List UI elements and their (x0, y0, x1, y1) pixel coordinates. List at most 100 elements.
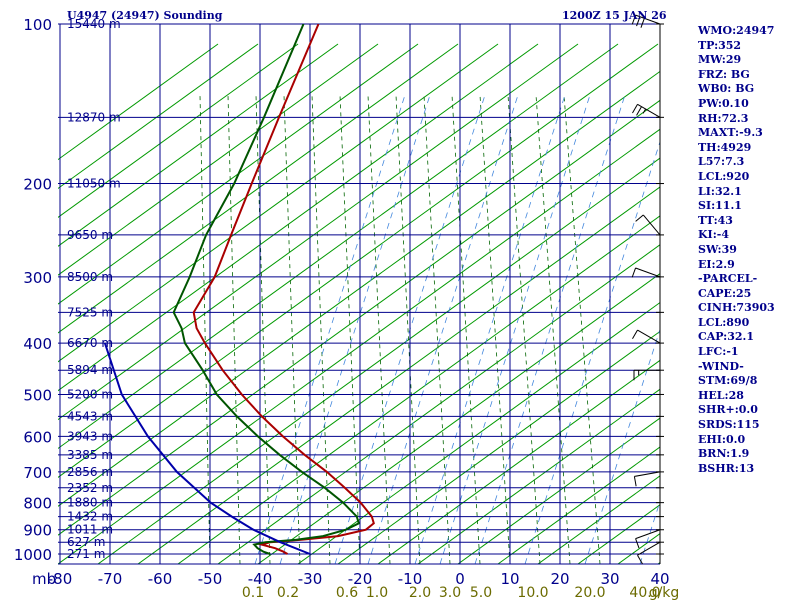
index-line: PW:0.10 (698, 96, 749, 110)
index-line: KI:-4 (698, 228, 729, 242)
dry-adiabat (457, 417, 660, 564)
wind-barb-flag (636, 16, 641, 27)
temperature-tick-label: -70 (98, 570, 123, 588)
wind-barb (632, 329, 661, 344)
dry-adiabat (257, 273, 660, 564)
chart-title: U4947 (24947) Sounding (67, 9, 223, 22)
pressure-tick-label: 1000 (14, 546, 52, 564)
moist-adiabat (283, 94, 301, 564)
moist-adiabat (563, 94, 601, 564)
index-line: TT:43 (698, 213, 733, 227)
index-line: CAPE:25 (698, 286, 752, 300)
moist-adiabat (507, 94, 541, 564)
height-label: 5200 m (67, 387, 113, 401)
mixing-ratio-line (524, 140, 660, 564)
temperature-tick-label: -80 (48, 570, 73, 588)
height-label: 8500 m (67, 270, 113, 284)
moist-adiabat (479, 94, 511, 564)
index-line: -WIND- (698, 359, 744, 373)
mixing-ratio-label: 2.0 (409, 585, 431, 600)
wind-barb (633, 471, 661, 487)
mixing-ratio-line (279, 94, 431, 564)
mixing-ratio-unit-label: g/kg (649, 585, 680, 600)
dry-adiabat (377, 359, 660, 564)
mixing-ratio-label: 0.6 (336, 585, 358, 600)
index-line: SHR+:0.0 (698, 403, 758, 417)
height-label: 4543 m (67, 409, 113, 423)
height-label: 3385 m (67, 448, 113, 462)
index-line: LFC:-1 (698, 345, 739, 359)
dry-adiabat (58, 128, 660, 564)
sounding-traces (103, 24, 375, 555)
wind-barb (637, 541, 661, 565)
height-label: 11050 m (67, 177, 121, 191)
wind-barb-flag (640, 18, 645, 28)
index-line: SW:39 (698, 242, 737, 256)
index-line: L57:7.3 (698, 155, 745, 169)
pressure-tick-label: 300 (23, 269, 52, 287)
height-label: 627 m (67, 535, 105, 549)
dry-adiabat (417, 388, 660, 564)
wind-barb-flag (633, 476, 637, 487)
wind-barb (632, 103, 661, 118)
height-label: 2352 m (67, 481, 113, 495)
mixing-ratio-line (474, 94, 626, 564)
dry-adiabats (58, 43, 660, 564)
temperature-tick-label: 0 (455, 570, 465, 588)
height-label: 6670 m (67, 336, 113, 350)
index-line: LCL:890 (698, 315, 750, 329)
dry-adiabat (497, 446, 660, 564)
dry-adiabat (58, 43, 219, 161)
mixing-ratio-line (367, 94, 519, 564)
moist-adiabat (311, 94, 331, 564)
moist-adiabat (395, 94, 421, 564)
wind-barbs (631, 14, 664, 565)
wind-barb-flag (631, 267, 637, 278)
index-line: MAXT:-9.3 (698, 126, 763, 140)
temperature-tick-label: -20 (348, 570, 373, 588)
mixing-ratio-label: 0.1 (242, 585, 264, 600)
temperature-tick-label: -30 (298, 570, 323, 588)
pressure-tick-label: 600 (23, 428, 52, 446)
height-label: 3943 m (67, 429, 113, 443)
wind-barb-shaft (634, 471, 661, 477)
moist-adiabat (535, 94, 571, 564)
temperature-tick-label: -60 (148, 570, 173, 588)
temperature-tick-label: 10 (500, 570, 519, 588)
index-line: WMO:24947 (698, 24, 775, 37)
mixing-ratio-line (439, 94, 591, 564)
index-line: EHI:0.0 (698, 432, 746, 446)
index-line: SI:11.1 (698, 199, 742, 213)
height-label: 1880 m (67, 496, 113, 510)
wind-barb-shaft (635, 14, 661, 25)
pressure-tick-label: 800 (23, 495, 52, 513)
parcel-trace (103, 342, 311, 555)
moist-adiabat (227, 94, 241, 564)
wind-barb-half (642, 108, 647, 114)
index-line: FRZ: BG (698, 67, 750, 81)
temperature-tick-label: 20 (550, 570, 569, 588)
wind-barb-shaft (637, 541, 661, 556)
wind-barb-flag (636, 106, 642, 116)
index-line: EI:2.9 (698, 257, 735, 271)
mixing-ratio-line (254, 94, 406, 564)
temperature-tick-label: -10 (398, 570, 423, 588)
height-label: 5894 m (67, 363, 113, 377)
mixing-ratio-line (414, 94, 566, 564)
pressure-tick-label: 500 (23, 386, 52, 404)
dry-adiabat (58, 43, 419, 305)
dry-adiabat (337, 330, 660, 564)
chart-time: 1200Z 15 JAN 26 (562, 9, 667, 22)
pressure-tick-label: 200 (23, 176, 52, 194)
pressure-tick-label: 700 (23, 464, 52, 482)
mixing-ratio-label: 20.0 (574, 585, 605, 600)
height-label: 1011 m (67, 523, 113, 537)
wind-barb (635, 529, 661, 549)
index-line: CAP:32.1 (698, 330, 755, 344)
wind-barb-flag (631, 14, 637, 25)
mixing-ratio-label: 5.0 (470, 585, 492, 600)
wind-barb-shaft (642, 214, 661, 236)
index-line: WB0: BG (698, 82, 755, 96)
height-label: 7525 m (67, 305, 113, 319)
